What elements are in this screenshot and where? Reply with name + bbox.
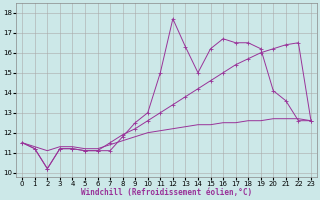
- X-axis label: Windchill (Refroidissement éolien,°C): Windchill (Refroidissement éolien,°C): [81, 188, 252, 197]
